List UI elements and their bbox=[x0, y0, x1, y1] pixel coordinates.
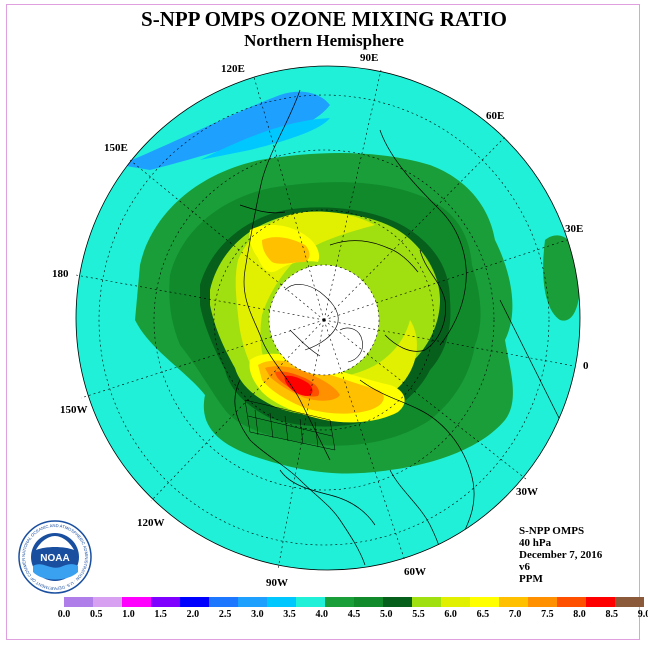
lon-label-120w: 120W bbox=[137, 517, 165, 529]
ozone-band-3-5 bbox=[200, 118, 330, 160]
colorbar-segment bbox=[412, 597, 441, 607]
colorbar-tick-label: 5.0 bbox=[379, 609, 393, 620]
colorbar-tick-label: 4.5 bbox=[347, 609, 361, 620]
graticule bbox=[75, 69, 575, 570]
arctic-coastlines bbox=[284, 284, 363, 363]
lon-label-60w: 60W bbox=[404, 566, 426, 578]
lon-label-120e: 120E bbox=[221, 63, 245, 75]
colorbar-segment bbox=[122, 597, 151, 607]
colorbar-segment bbox=[470, 597, 499, 607]
colorbar-tick-label: 6.5 bbox=[476, 609, 490, 620]
ozone-field bbox=[76, 66, 580, 570]
colorbar-segment bbox=[499, 597, 528, 607]
colorbar-tick-label: 2.5 bbox=[218, 609, 232, 620]
coastlines bbox=[234, 89, 561, 570]
colorbar-tick-label: 7.5 bbox=[541, 609, 554, 620]
lon-label-90w: 90W bbox=[266, 577, 288, 589]
units-label: PPM bbox=[519, 573, 543, 585]
colorbar-tick-label: 1.0 bbox=[122, 609, 135, 620]
map-title: S-NPP OMPS OZONE MIXING RATIO bbox=[141, 7, 507, 31]
colorbar-tick-label: 1.5 bbox=[154, 609, 167, 620]
colorbar-tick-label: 3.0 bbox=[251, 609, 264, 620]
map-subtitle: Northern Hemisphere bbox=[244, 31, 404, 50]
colorbar-tick-label: 8.5 bbox=[605, 609, 619, 620]
instrument-label: S-NPP OMPS bbox=[519, 525, 585, 537]
colorbar-segment bbox=[296, 597, 325, 607]
colorbar-segment bbox=[383, 597, 412, 607]
colorbar-segment bbox=[267, 597, 296, 607]
colorbar-tick-label: 0.0 bbox=[57, 609, 71, 620]
colorbar-segment bbox=[325, 597, 354, 607]
ozone-band-3-0 bbox=[120, 91, 330, 170]
colorbar-segment bbox=[93, 597, 122, 607]
lon-label-30w: 30W bbox=[516, 486, 538, 498]
colorbar-tick-label: 8.0 bbox=[573, 609, 586, 620]
lon-label-90e: 90E bbox=[360, 52, 379, 64]
ozone-band-4-5-east bbox=[543, 235, 580, 321]
colorbar-segment bbox=[209, 597, 238, 607]
date-label: December 7, 2016 bbox=[519, 549, 603, 561]
colorbar-segment bbox=[354, 597, 383, 607]
lon-label-180: 180 bbox=[52, 268, 69, 280]
colorbar bbox=[64, 597, 644, 607]
lon-label-150w: 150W bbox=[60, 404, 88, 416]
lon-label-60e: 60E bbox=[486, 110, 505, 122]
pressure-level-label: 40 hPa bbox=[519, 537, 552, 549]
colorbar-tick-label: 6.0 bbox=[444, 609, 457, 620]
ozone-band-8-5 bbox=[284, 375, 313, 396]
colorbar-segment bbox=[557, 597, 586, 607]
colorbar-segment bbox=[615, 597, 644, 607]
colorbar-segment bbox=[180, 597, 209, 607]
noaa-logo: NATIONAL OCEANIC AND ATMOSPHERIC ADMINIS… bbox=[18, 520, 92, 594]
colorbar-tick-label: 5.5 bbox=[412, 609, 425, 620]
colorbar-segment bbox=[528, 597, 557, 607]
colorbar-tick-label: 7.0 bbox=[508, 609, 522, 620]
lon-label-150e: 150E bbox=[104, 142, 128, 154]
colorbar-segment bbox=[64, 597, 93, 607]
lon-label-30e: 30E bbox=[565, 223, 584, 235]
ozone-band-7-0-north bbox=[262, 237, 310, 264]
colorbar-ticks: 0.0 0.5 1.0 1.5 2.0 2.5 3.0 3.5 4.0 4.5 5.0 5.5 6.0 6… bbox=[58, 609, 648, 623]
colorbar-tick-label: 0.5 bbox=[89, 609, 103, 620]
colorbar-segment bbox=[441, 597, 470, 607]
map-frame bbox=[6, 4, 640, 640]
map-boundary bbox=[75, 65, 581, 571]
version-label: v6 bbox=[519, 561, 530, 573]
colorbar-segment bbox=[151, 597, 180, 607]
colorbar-segment bbox=[586, 597, 615, 607]
colorbar-segment bbox=[238, 597, 267, 607]
colorbar-tick-label: 3.5 bbox=[283, 609, 296, 620]
colorbar-tick-label: 4.0 bbox=[315, 609, 329, 620]
colorbar-tick-label: 2.0 bbox=[186, 609, 200, 620]
noaa-logo-text: NOAA bbox=[40, 553, 69, 564]
colorbar-tick-label: 9.0 bbox=[637, 609, 648, 620]
lon-label-0: 0 bbox=[583, 360, 589, 372]
map-info: S-NPP OMPS 40 hPa December 7, 2016 v6 PP… bbox=[519, 525, 602, 585]
state-boundaries bbox=[244, 399, 336, 451]
